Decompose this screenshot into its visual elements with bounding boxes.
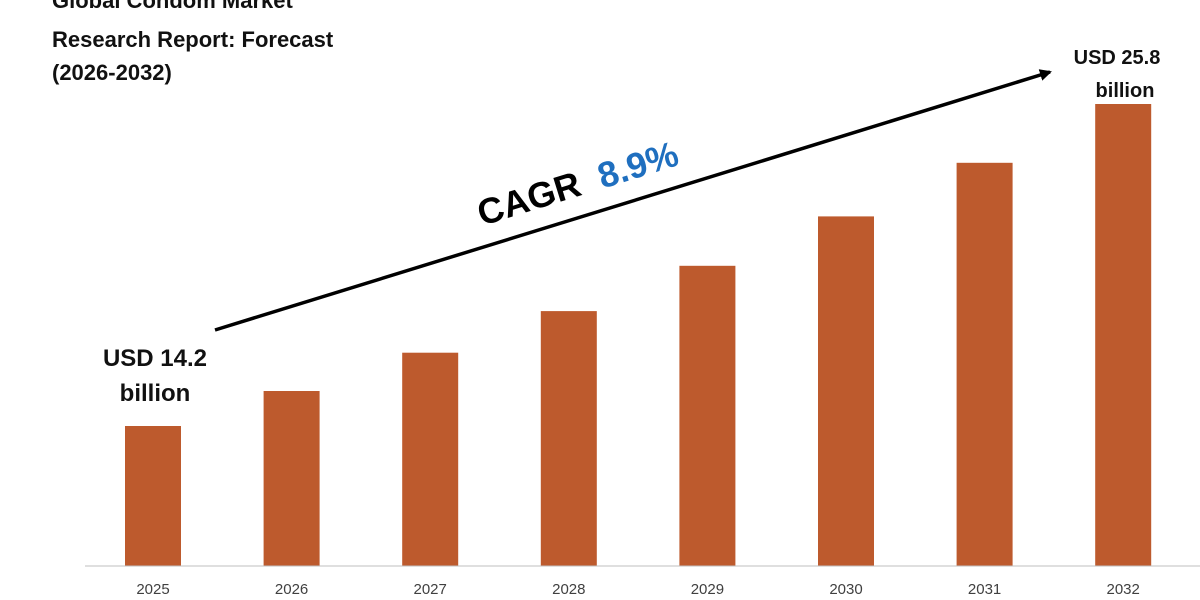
end-value-line-2: billion <box>1096 80 1155 102</box>
x-tick-label-2030: 2030 <box>829 581 862 598</box>
bar-2030 <box>818 216 874 566</box>
x-tick-label-2032: 2032 <box>1107 581 1140 598</box>
bar-2031 <box>956 162 1013 567</box>
x-tick-label-2025: 2025 <box>136 581 169 598</box>
bar-series <box>125 104 1152 567</box>
end-value-label: USD 25.8 billion <box>1074 47 1161 102</box>
bar-2025 <box>125 426 181 566</box>
bar-2027 <box>402 352 459 566</box>
x-tick-label-2031: 2031 <box>968 581 1001 598</box>
bar-2026 <box>263 391 320 566</box>
chart-title-line-2: Research Report: Forecast <box>52 27 334 52</box>
bar-2029 <box>679 265 736 566</box>
growth-trend-arrow <box>214 69 1052 332</box>
x-tick-label-2027: 2027 <box>414 581 447 598</box>
start-value-line-1: USD 14.2 <box>103 345 207 372</box>
end-value-line-1: USD 25.8 <box>1074 47 1161 69</box>
bar-2028 <box>540 311 597 566</box>
x-tick-label-2029: 2029 <box>691 581 724 598</box>
start-value-line-2: billion <box>120 380 191 407</box>
x-tick-label-2026: 2026 <box>275 581 308 598</box>
bar-2032 <box>1095 104 1152 566</box>
x-axis-tick-labels: 2025 2026 2027 2028 2029 2030 2031 2032 <box>136 581 1140 598</box>
chart-title-line-3: (2026-2032) <box>52 60 172 85</box>
cagr-value: 8.9% <box>593 133 684 196</box>
chart-title: Global Condom Market Research Report: Fo… <box>52 0 334 85</box>
chart-title-line-1: Global Condom Market <box>52 0 293 13</box>
start-value-label: USD 14.2 billion <box>103 345 207 407</box>
x-tick-label-2028: 2028 <box>552 581 585 598</box>
cagr-label: CAGR <box>472 163 585 234</box>
